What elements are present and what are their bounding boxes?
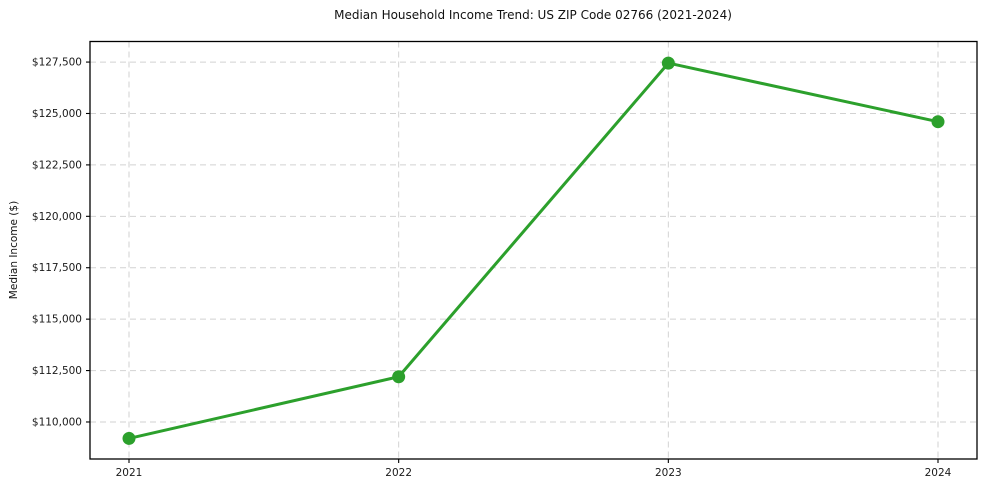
y-tick-label: $120,000 (32, 211, 82, 223)
y-tick-label: $110,000 (32, 416, 82, 428)
data-point-2021 (122, 431, 136, 445)
data-point-2022 (392, 370, 406, 384)
trend-line (127, 61, 940, 440)
x-tick-label: 2022 (385, 467, 412, 479)
x-tick-label: 2021 (116, 467, 143, 479)
y-tick-label: $115,000 (32, 314, 82, 326)
y-tick-label: $112,500 (32, 365, 82, 377)
x-tick-label: 2024 (925, 467, 952, 479)
plot-border (89, 40, 978, 460)
y-tick-label: $117,500 (32, 262, 82, 274)
y-tick-label: $127,500 (32, 57, 82, 69)
chart-title: Median Household Income Trend: US ZIP Co… (334, 8, 732, 22)
y-tick-label: $125,000 (32, 108, 82, 120)
data-point-2024 (931, 115, 945, 129)
y-tick-label: $122,500 (32, 159, 82, 171)
x-tick-label: 2023 (655, 467, 682, 479)
data-point-2023 (661, 56, 675, 70)
